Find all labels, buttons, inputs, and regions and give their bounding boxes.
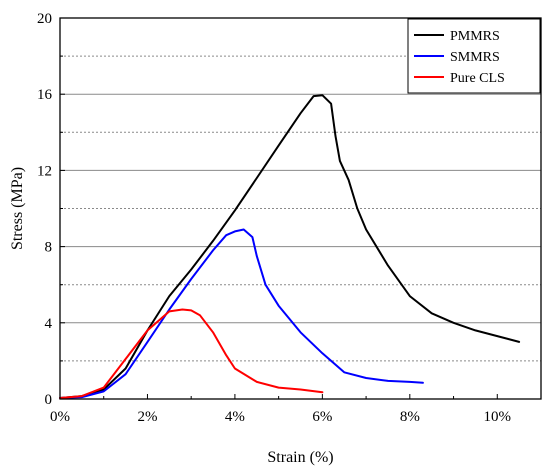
- y-tick-label: 16: [37, 87, 53, 103]
- y-tick-label: 4: [45, 316, 53, 332]
- legend: PMMRS SMMRS Pure CLS: [407, 18, 541, 94]
- grid-layer: [60, 55, 541, 362]
- x-tick-label: 4%: [225, 409, 245, 425]
- x-tick-label: 8%: [400, 409, 420, 425]
- legend-label-pure-cls: Pure CLS: [450, 71, 505, 86]
- x-tick-label: 2%: [137, 409, 157, 425]
- series-layer: [59, 94, 521, 399]
- y-axis-title: Stress (MPa): [9, 167, 26, 250]
- series-line-pmmrs: [59, 94, 521, 399]
- y-tick-label: 0: [45, 392, 53, 408]
- x-tick-label: 0%: [50, 409, 70, 425]
- x-tick-label: 10%: [484, 409, 512, 425]
- y-tick-label: 12: [37, 163, 52, 179]
- series-line-smmrs: [59, 228, 424, 399]
- legend-label-smmrs: SMMRS: [450, 50, 500, 65]
- series-line-pure-cls: [59, 308, 324, 399]
- legend-label-pmmrs: PMMRS: [450, 29, 500, 44]
- y-tick-label: 20: [37, 11, 52, 27]
- tick-layer: 0% 2% 4% 6% 8% 10% 0 4 8 12 16 20: [37, 11, 511, 425]
- x-axis-title: Strain (%): [267, 449, 333, 466]
- y-tick-label: 8: [45, 240, 53, 256]
- x-tick-label: 6%: [312, 409, 332, 425]
